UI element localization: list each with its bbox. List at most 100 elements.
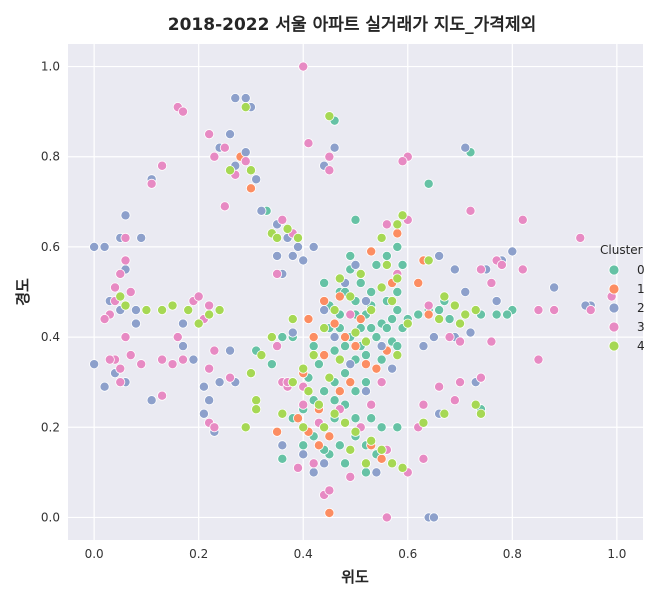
legend-label: 3 <box>637 320 645 334</box>
data-point <box>277 332 288 343</box>
legend-marker <box>608 340 620 352</box>
data-point <box>360 458 371 469</box>
data-point <box>360 386 371 397</box>
data-point <box>167 359 178 370</box>
data-point <box>418 417 429 428</box>
data-point <box>209 422 220 433</box>
data-point <box>256 350 267 361</box>
data-point <box>329 408 340 419</box>
data-point <box>350 413 361 424</box>
data-point <box>204 395 215 406</box>
data-point <box>360 467 371 478</box>
data-point <box>345 377 356 388</box>
data-point <box>585 305 596 316</box>
data-point <box>376 354 387 365</box>
data-point <box>392 286 403 297</box>
data-point <box>423 178 434 189</box>
data-point <box>115 377 126 388</box>
data-point <box>340 368 351 379</box>
legend-label: 0 <box>637 263 645 277</box>
data-point <box>329 395 340 406</box>
data-point <box>245 165 256 176</box>
data-point <box>303 138 314 149</box>
data-point <box>209 151 220 162</box>
data-point <box>486 336 497 347</box>
data-point <box>167 300 178 311</box>
data-point <box>251 404 262 415</box>
data-point <box>292 462 303 473</box>
data-point <box>434 305 445 316</box>
data-point <box>465 327 476 338</box>
data-point <box>193 291 204 302</box>
data-point <box>324 372 335 383</box>
data-point <box>329 142 340 153</box>
data-point <box>120 232 131 243</box>
legend-marker <box>608 321 620 333</box>
data-point <box>387 458 398 469</box>
data-point <box>272 426 283 437</box>
x-tick-label: 0.8 <box>503 547 522 561</box>
data-point <box>298 422 309 433</box>
data-point <box>486 277 497 288</box>
data-point <box>313 399 324 410</box>
data-point <box>387 314 398 325</box>
data-point <box>444 332 455 343</box>
series-1 <box>235 151 434 518</box>
data-point <box>99 241 110 252</box>
data-point <box>266 359 277 370</box>
data-point <box>146 178 157 189</box>
data-point <box>371 467 382 478</box>
data-point <box>240 147 251 158</box>
legend-label: 2 <box>637 301 645 315</box>
data-point <box>397 259 408 270</box>
data-point <box>157 160 168 171</box>
data-point <box>460 142 471 153</box>
y-tick-label: 0.6 <box>41 240 60 254</box>
data-point <box>392 422 403 433</box>
data-point <box>308 467 319 478</box>
data-point <box>387 296 398 307</box>
data-point <box>313 359 324 370</box>
data-point <box>324 431 335 442</box>
data-point <box>366 399 377 410</box>
data-point <box>549 282 560 293</box>
data-point <box>387 363 398 374</box>
data-point <box>240 102 251 113</box>
data-point <box>381 323 392 334</box>
data-point <box>465 205 476 216</box>
data-point <box>334 291 345 302</box>
data-point <box>371 363 382 374</box>
data-point <box>496 259 507 270</box>
data-point <box>355 314 366 325</box>
y-tick-label: 1.0 <box>41 60 60 74</box>
data-point <box>434 250 445 261</box>
data-point <box>188 354 199 365</box>
data-point <box>204 363 215 374</box>
data-point <box>350 426 361 437</box>
data-point <box>449 264 460 275</box>
data-point <box>350 386 361 397</box>
data-point <box>214 305 225 316</box>
data-point <box>99 381 110 392</box>
data-point <box>272 268 283 279</box>
data-point <box>502 309 513 320</box>
x-tick-label: 0.6 <box>398 547 417 561</box>
data-point <box>334 386 345 397</box>
data-point <box>272 232 283 243</box>
data-point <box>345 359 356 370</box>
data-point <box>449 300 460 311</box>
data-point <box>345 291 356 302</box>
data-point <box>177 341 188 352</box>
data-point <box>360 350 371 361</box>
data-point <box>423 309 434 320</box>
data-point <box>376 232 387 243</box>
data-point <box>491 309 502 320</box>
data-point <box>455 377 466 388</box>
data-point <box>575 232 586 243</box>
data-point <box>115 291 126 302</box>
data-point <box>392 241 403 252</box>
data-point <box>507 246 518 257</box>
data-point <box>340 417 351 428</box>
data-point <box>292 232 303 243</box>
legend-label: 1 <box>637 282 645 296</box>
